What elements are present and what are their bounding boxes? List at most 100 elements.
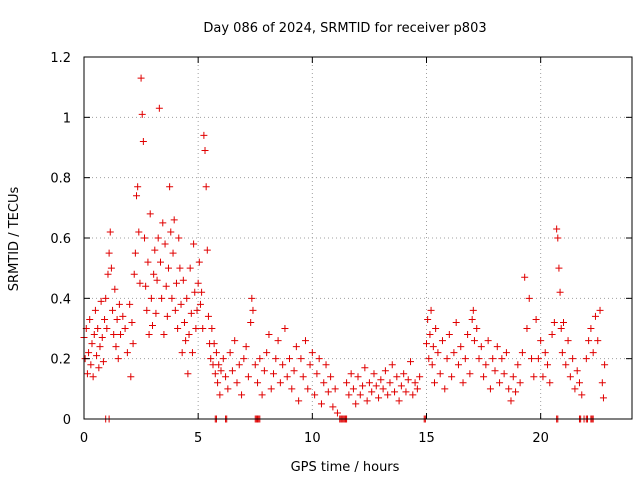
data-point [203, 246, 211, 254]
data-point [560, 318, 567, 326]
data-point [322, 361, 330, 369]
data-point [141, 234, 149, 242]
x-tick-labels: 0 5 10 15 20 [80, 431, 549, 446]
data-point [167, 228, 175, 236]
data-point [425, 355, 433, 363]
data-point [461, 355, 469, 363]
data-point [185, 331, 193, 339]
data-point [349, 385, 357, 393]
data-point [482, 361, 490, 369]
data-point [534, 355, 542, 363]
data-point [211, 370, 219, 378]
data-point [434, 349, 442, 357]
data-point [163, 312, 171, 320]
data-point [87, 361, 95, 369]
data-point [106, 228, 114, 236]
data-point [158, 294, 166, 302]
data-point [402, 388, 410, 396]
data-point [114, 355, 122, 363]
data-point [430, 379, 438, 387]
data-point [178, 349, 186, 357]
data-point [601, 361, 609, 369]
data-point [101, 315, 109, 323]
data-point [327, 373, 335, 381]
y-tick-label: 1 [63, 111, 71, 126]
data-point [400, 370, 408, 378]
data-point [295, 397, 303, 405]
data-point [199, 325, 207, 332]
data-point [558, 349, 566, 357]
data-point [466, 370, 474, 378]
data-point [509, 373, 517, 381]
x-tick-label: 10 [304, 431, 321, 446]
data-point [226, 349, 234, 357]
data-point [112, 343, 120, 351]
data-point [448, 373, 456, 381]
data-point [585, 337, 593, 345]
data-point [170, 216, 178, 224]
y-tick-label: 0 [63, 413, 71, 428]
data-point [228, 367, 236, 375]
data-point [301, 337, 309, 345]
data-point [407, 358, 415, 366]
data-point [267, 385, 275, 393]
data-point [274, 337, 282, 345]
data-point [161, 240, 169, 248]
data-point [177, 300, 185, 308]
data-point [208, 325, 216, 332]
data-point [594, 337, 602, 345]
data-point [187, 309, 195, 317]
data-point [438, 337, 446, 345]
data-point [249, 306, 257, 314]
data-point [96, 343, 104, 351]
data-point [591, 312, 599, 320]
data-point [468, 315, 476, 323]
data-point [525, 294, 533, 302]
data-point [193, 306, 201, 314]
data-point [200, 131, 208, 139]
data-point [329, 403, 337, 411]
data-point [384, 391, 392, 399]
data-point [347, 370, 355, 378]
data-point [119, 312, 127, 320]
data-point [523, 325, 531, 332]
data-point [324, 388, 332, 396]
data-point [395, 397, 403, 405]
data-point [427, 306, 435, 314]
data-point [507, 397, 515, 405]
data-point [258, 391, 266, 399]
data-point [159, 219, 167, 227]
data-point [202, 183, 210, 191]
data-point [582, 355, 590, 363]
data-point [377, 376, 385, 384]
data-point [160, 331, 168, 339]
data-point [512, 388, 520, 396]
data-point [571, 385, 579, 393]
data-point [127, 373, 135, 381]
data-point [496, 379, 504, 387]
data-point [544, 361, 552, 369]
data-point [276, 379, 284, 387]
data-point [126, 300, 134, 308]
data-point [388, 361, 396, 369]
data-point [413, 385, 421, 393]
data-point [557, 325, 565, 332]
data-point [297, 355, 305, 363]
data-point [459, 379, 467, 387]
data-point [215, 361, 223, 369]
data-point [424, 315, 432, 323]
data-point [147, 294, 155, 302]
data-point [464, 331, 472, 339]
data-point [184, 370, 192, 378]
data-point [256, 355, 264, 363]
data-point [454, 361, 462, 369]
data-point [354, 373, 362, 381]
data-point [286, 355, 293, 363]
data-point [91, 306, 99, 314]
data-point [270, 370, 278, 378]
data-point [111, 285, 119, 293]
data-point [179, 276, 187, 284]
data-point [450, 349, 458, 357]
data-point [530, 373, 538, 381]
